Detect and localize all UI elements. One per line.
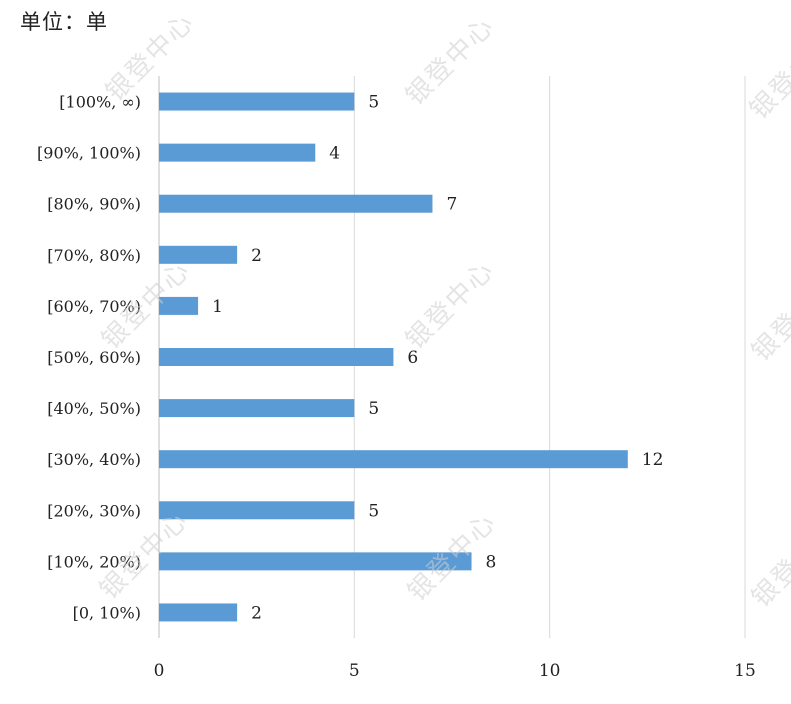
bars <box>159 92 628 622</box>
bar <box>159 296 199 315</box>
bar <box>159 399 355 418</box>
category-label: [80%, 90%) <box>47 195 141 214</box>
data-labels: 5 4 7 2 1 6 5 12 5 8 2 <box>212 93 663 624</box>
category-label: [90%, 100%) <box>37 144 141 163</box>
x-tick-label: 5 <box>349 661 360 681</box>
category-label: [60%, 70%) <box>47 297 141 316</box>
data-label: 5 <box>368 399 379 419</box>
bar <box>159 92 355 111</box>
data-label: 1 <box>212 297 223 317</box>
bar <box>159 603 238 622</box>
data-label: 5 <box>368 501 379 521</box>
x-tick-label: 15 <box>734 661 756 681</box>
bar <box>159 143 316 162</box>
bar <box>159 194 433 213</box>
category-labels: [100%, ∞) [90%, 100%) [80%, 90%) [70%, 80%)… <box>37 93 141 623</box>
data-label: 4 <box>329 144 340 164</box>
bar <box>159 450 628 469</box>
category-label: [100%, ∞) <box>59 93 141 112</box>
category-label: [50%, 60%) <box>47 348 141 367</box>
category-label: [30%, 40%) <box>47 450 141 469</box>
data-label: 7 <box>446 195 457 215</box>
bar <box>159 501 355 520</box>
category-label: [0, 10%) <box>73 603 141 622</box>
data-label: 2 <box>251 603 262 623</box>
category-label: [10%, 20%) <box>47 552 141 571</box>
unit-label: 单位：单 <box>20 10 108 34</box>
category-label: [40%, 50%) <box>47 399 141 418</box>
data-label: 5 <box>368 93 379 113</box>
x-tick-label: 0 <box>154 661 165 681</box>
bar <box>159 245 238 264</box>
x-tick-label: 10 <box>539 661 561 681</box>
x-tick-labels: 0 5 10 15 <box>154 661 756 681</box>
data-label: 8 <box>486 552 497 572</box>
data-label: 6 <box>407 348 418 368</box>
category-label: [70%, 80%) <box>47 246 141 265</box>
bar <box>159 348 394 366</box>
bar <box>159 552 472 571</box>
category-label: [20%, 30%) <box>47 501 141 520</box>
data-label: 2 <box>251 246 262 266</box>
data-label: 12 <box>642 450 664 470</box>
